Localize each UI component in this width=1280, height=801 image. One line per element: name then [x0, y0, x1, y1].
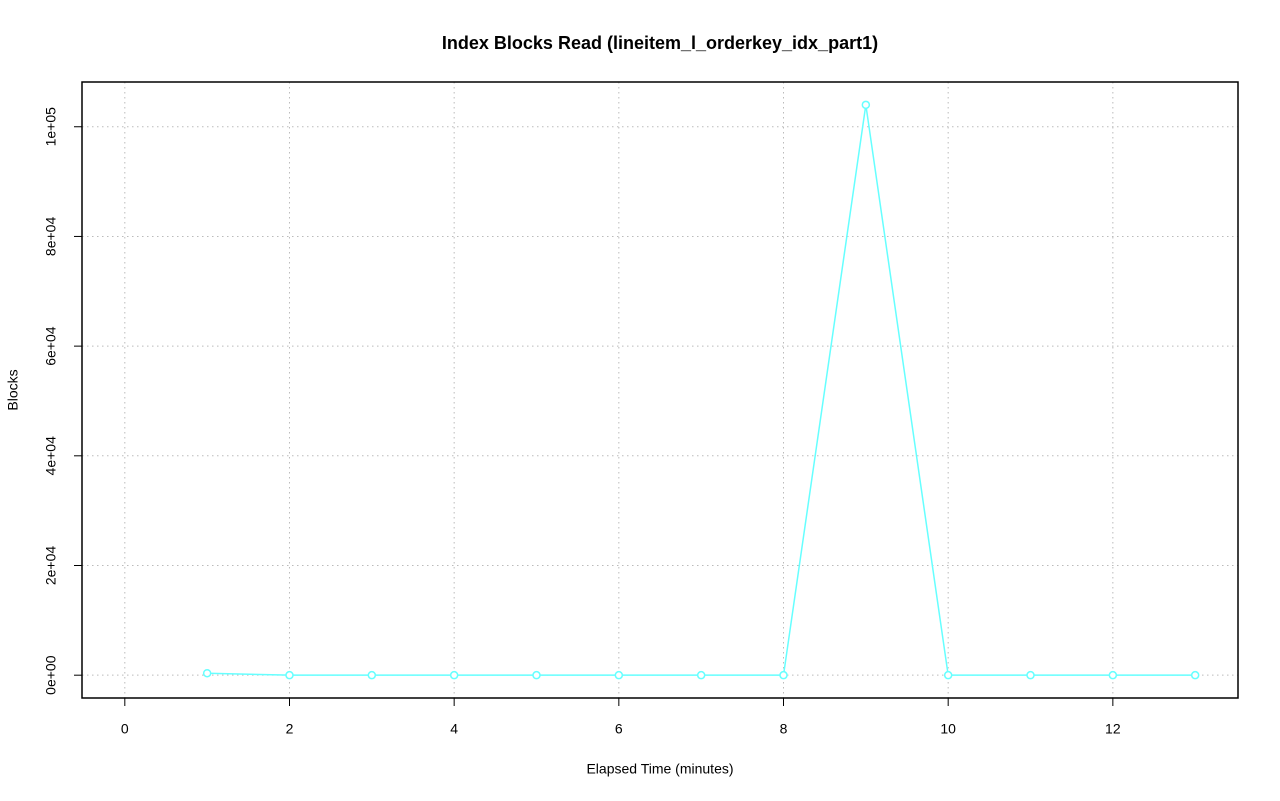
data-point: [202, 668, 212, 678]
plot-frame: [81, 81, 1239, 699]
data-point: [1190, 670, 1200, 680]
series-line: [207, 104, 1196, 676]
y-tick-label: 1e+05: [43, 107, 59, 147]
data-point: [449, 670, 459, 680]
y-tick-label: 0e+00: [43, 655, 59, 695]
y-axis-label: Blocks: [5, 369, 21, 410]
data-point: [861, 100, 871, 110]
data-point: [779, 670, 788, 680]
data-point: [532, 670, 541, 680]
y-tick-label: 8e+04: [43, 217, 59, 257]
chart-title: Index Blocks Read (lineitem_l_orderkey_i…: [442, 33, 878, 53]
x-tick-label: 6: [615, 721, 623, 737]
x-tick-label: 8: [780, 721, 788, 737]
data-point: [614, 670, 624, 680]
data-point: [696, 670, 706, 680]
x-tick-label: 10: [940, 721, 956, 737]
x-axis-label: Elapsed Time (minutes): [586, 761, 733, 777]
x-tick-label: 2: [286, 721, 294, 737]
data-point: [1026, 670, 1035, 680]
y-tick-label: 2e+04: [43, 546, 59, 586]
data-point: [285, 670, 294, 680]
x-tick-label: 12: [1105, 721, 1121, 737]
data-point: [1108, 670, 1118, 680]
y-tick-label: 6e+04: [43, 326, 59, 366]
x-tick-label: 4: [450, 721, 458, 737]
x-tick-label: 0: [121, 721, 129, 737]
data-point: [943, 670, 953, 680]
data-point: [367, 670, 377, 680]
y-tick-label: 4e+04: [43, 436, 59, 476]
